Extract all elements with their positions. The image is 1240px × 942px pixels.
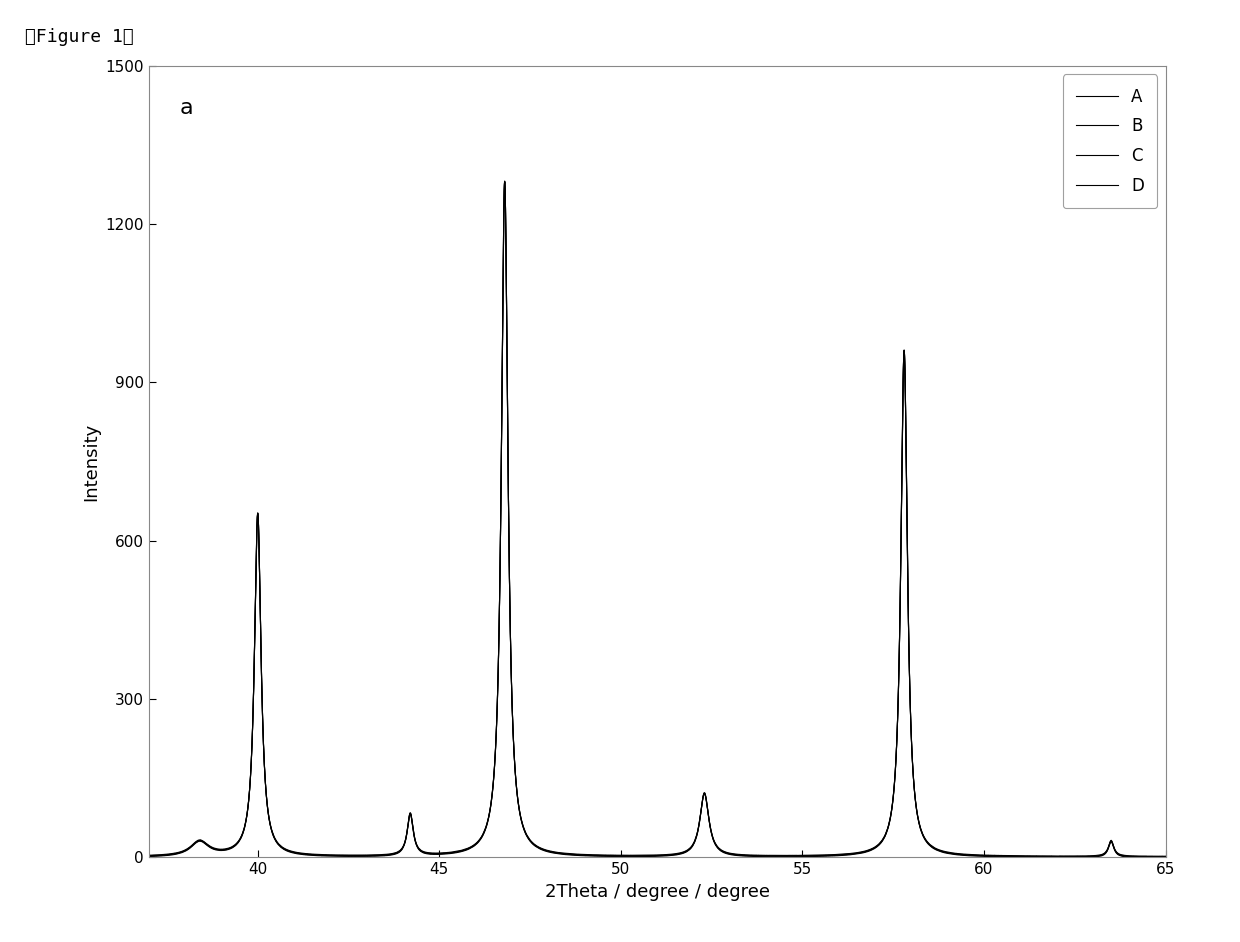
D — [141, 850, 156, 861]
Line: D: D — [149, 182, 1166, 857]
B — [1156, 851, 1171, 862]
Line: A: A — [149, 182, 1166, 857]
C — [787, 851, 802, 862]
C — [950, 849, 965, 860]
D — [950, 849, 965, 860]
D — [895, 401, 910, 413]
C — [192, 836, 207, 847]
A — [1156, 852, 1171, 863]
A — [497, 176, 512, 187]
X-axis label: 2Theta / degree / degree: 2Theta / degree / degree — [544, 883, 770, 901]
D — [1158, 851, 1173, 862]
A — [1158, 852, 1173, 863]
C — [895, 402, 910, 414]
B — [192, 835, 207, 846]
D — [192, 835, 207, 846]
C — [510, 788, 525, 800]
C — [1158, 852, 1173, 863]
B — [950, 848, 965, 859]
B — [510, 787, 525, 798]
C — [141, 851, 156, 862]
D — [787, 851, 802, 862]
A — [895, 401, 910, 413]
Text: 》Figure 1》: 》Figure 1》 — [25, 28, 134, 46]
B — [1158, 851, 1173, 862]
D — [1154, 852, 1169, 863]
Text: a: a — [180, 98, 193, 118]
D — [510, 788, 525, 799]
C — [1025, 852, 1040, 863]
Line: C: C — [149, 183, 1166, 857]
C — [497, 177, 512, 188]
B — [895, 400, 910, 412]
C — [743, 851, 758, 862]
B — [743, 850, 758, 861]
A — [510, 788, 525, 799]
A — [192, 835, 207, 846]
B — [787, 850, 802, 861]
B — [141, 850, 156, 861]
Y-axis label: Intensity: Intensity — [82, 422, 100, 501]
Legend: A, B, C, D: A, B, C, D — [1063, 74, 1157, 208]
D — [743, 850, 758, 861]
A — [787, 851, 802, 862]
Line: B: B — [149, 181, 1166, 856]
D — [497, 176, 512, 187]
A — [141, 851, 156, 862]
A — [743, 850, 758, 861]
A — [950, 849, 965, 860]
B — [497, 175, 512, 187]
